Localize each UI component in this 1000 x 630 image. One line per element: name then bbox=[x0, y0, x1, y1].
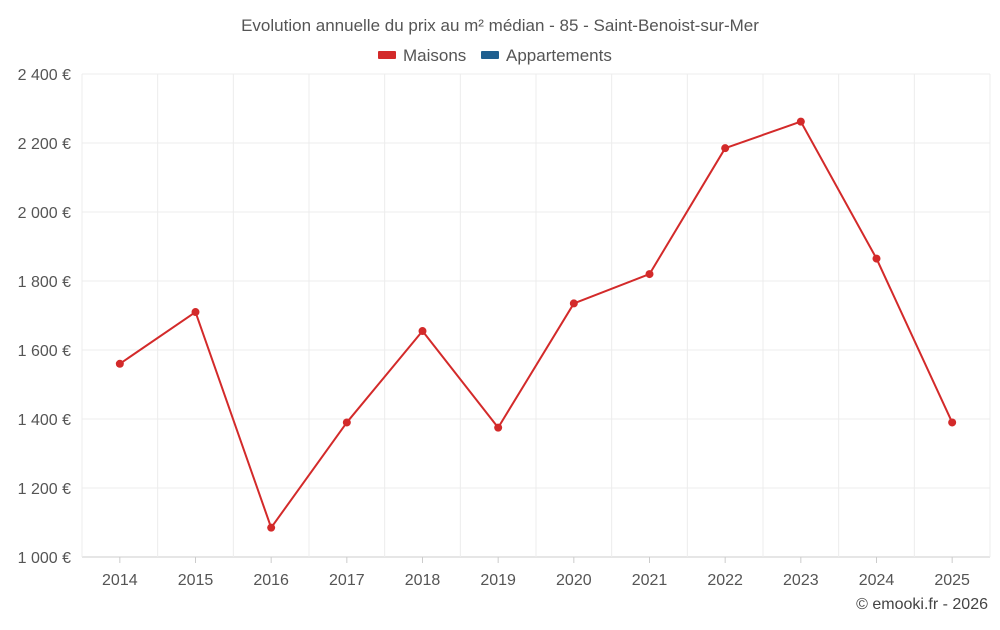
y-tick-label: 1 000 € bbox=[18, 550, 71, 567]
x-tick-label: 2024 bbox=[859, 572, 895, 589]
x-tick-label: 2025 bbox=[934, 572, 970, 589]
data-point[interactable] bbox=[569, 299, 578, 308]
x-tick-label: 2019 bbox=[480, 572, 516, 589]
x-tick-label: 2016 bbox=[253, 572, 289, 589]
data-point[interactable] bbox=[115, 359, 124, 368]
y-tick-label: 1 200 € bbox=[18, 481, 71, 498]
y-tick-label: 2 400 € bbox=[18, 67, 71, 84]
legend-label-appartements: Appartements bbox=[506, 46, 612, 65]
x-tick-label: 2018 bbox=[405, 572, 441, 589]
data-point[interactable] bbox=[721, 144, 730, 153]
x-tick-label: 2021 bbox=[632, 572, 668, 589]
legend-label-maisons: Maisons bbox=[403, 46, 466, 65]
x-tick-label: 2015 bbox=[178, 572, 214, 589]
x-tick-label: 2022 bbox=[707, 572, 743, 589]
data-point[interactable] bbox=[342, 418, 351, 427]
x-axis-ticks: 2014 2015 2016 2017 2018 2019 2020 2021 2022 2023… bbox=[102, 557, 970, 589]
data-point[interactable] bbox=[948, 418, 957, 427]
data-point[interactable] bbox=[645, 270, 654, 279]
data-point[interactable] bbox=[418, 327, 427, 336]
data-point[interactable] bbox=[494, 423, 503, 432]
y-tick-label: 1 600 € bbox=[18, 343, 71, 360]
y-tick-label: 1 400 € bbox=[18, 412, 71, 429]
y-tick-label: 1 800 € bbox=[18, 274, 71, 291]
x-tick-label: 2014 bbox=[102, 572, 138, 589]
y-tick-label: 2 000 € bbox=[18, 205, 71, 222]
data-point[interactable] bbox=[191, 308, 200, 317]
legend-item-maisons[interactable]: Maisons bbox=[378, 46, 466, 65]
y-tick-label: 2 200 € bbox=[18, 136, 71, 153]
data-point[interactable] bbox=[267, 523, 276, 532]
chart-title: Evolution annuelle du prix au m² médian … bbox=[241, 16, 759, 35]
x-tick-label: 2020 bbox=[556, 572, 592, 589]
series-maisons bbox=[115, 117, 957, 532]
copyright-credit: © emooki.fr - 2026 bbox=[856, 596, 988, 613]
data-point[interactable] bbox=[872, 254, 881, 263]
x-tick-label: 2017 bbox=[329, 572, 365, 589]
legend-swatch-appartements bbox=[481, 51, 499, 59]
grid bbox=[81, 73, 991, 558]
legend-item-appartements[interactable]: Appartements bbox=[481, 46, 612, 65]
legend: Maisons Appartements bbox=[378, 46, 612, 65]
legend-swatch-maisons bbox=[378, 51, 396, 59]
x-tick-label: 2023 bbox=[783, 572, 819, 589]
data-point[interactable] bbox=[796, 117, 805, 126]
y-axis-ticks: 1 000 € 1 200 € 1 400 € 1 600 € 1 800 € 2 000… bbox=[18, 67, 71, 567]
series-line bbox=[119, 120, 954, 529]
